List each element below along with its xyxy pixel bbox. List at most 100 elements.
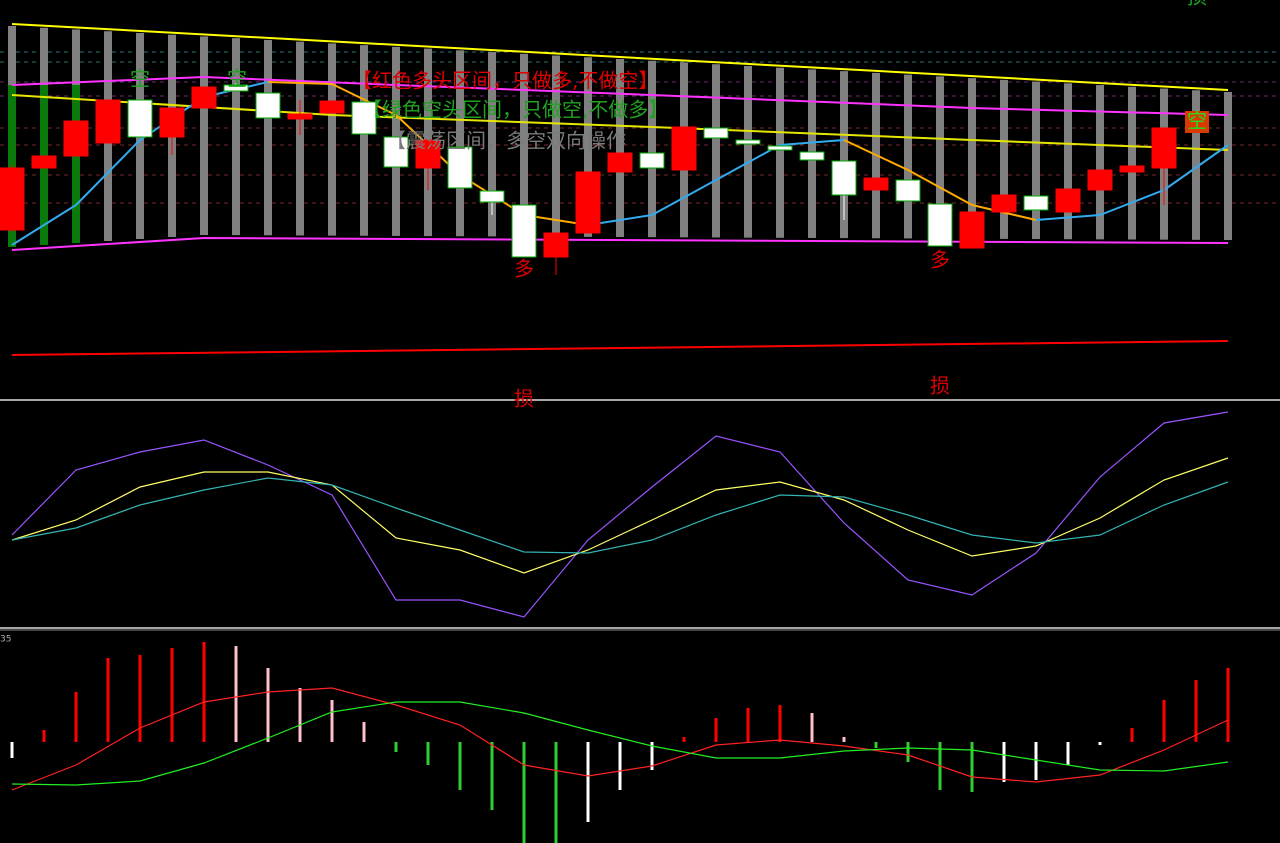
histogram-bar [106, 658, 110, 742]
candle-body [287, 113, 313, 120]
range-bar [1064, 83, 1072, 240]
stop-label: 损 [1187, 0, 1207, 9]
histogram-bar [682, 737, 686, 742]
axis-note: 35 [0, 635, 11, 645]
stop-label: 损 [514, 387, 534, 411]
range-bar [232, 38, 240, 236]
histogram-bar [874, 742, 878, 748]
candle-body [927, 203, 953, 247]
histogram-bar [586, 742, 590, 822]
range-bar [1096, 85, 1104, 240]
candle-body [831, 160, 857, 196]
histogram-bar [10, 742, 14, 758]
signal-label: 空 [130, 67, 150, 91]
histogram-bar [1066, 742, 1070, 765]
trend-segment [907, 169, 973, 206]
candle-body [991, 194, 1017, 213]
candle-body [319, 100, 345, 114]
histogram-bar [650, 742, 654, 770]
range-bar [712, 64, 720, 238]
indicator-line [11, 236, 1229, 251]
histogram-bar [42, 730, 46, 742]
histogram-bar [1098, 742, 1102, 745]
histogram-bar [202, 642, 206, 742]
candle-body [255, 92, 281, 119]
range-bar [648, 60, 656, 238]
candle-body [575, 171, 601, 234]
candle-body [639, 152, 665, 169]
zone-legend: 【震荡区间，多空双向操作 [386, 129, 626, 153]
zone-legend: 【红色多头区间，只做多,不做空】 [352, 69, 658, 93]
candle-body [1119, 165, 1145, 173]
candle-body [159, 107, 185, 138]
candle-body [95, 99, 121, 144]
signal-label: 空 [1187, 109, 1207, 133]
candle-body [543, 232, 569, 258]
indicator-line [11, 94, 1229, 151]
indicator-line [11, 340, 1229, 356]
indicator-line [11, 457, 1229, 574]
annotations: 空 空 【红色多头区间，只做多,不做空】 【绿色空头区间，只做空,不做多】 【震… [0, 0, 1209, 645]
histogram-bar [1194, 680, 1198, 742]
candle-body [959, 211, 985, 249]
histogram-bar [1034, 742, 1038, 780]
histogram-bar [970, 742, 974, 792]
histogram-bar [330, 700, 334, 742]
range-bar [1032, 81, 1040, 240]
histogram-bar [906, 742, 910, 762]
histogram-bar [810, 713, 814, 742]
candle-body [607, 152, 633, 173]
histogram-bar [618, 742, 622, 790]
candle-body [127, 99, 153, 138]
range-bar [1000, 79, 1008, 239]
trend-segment [331, 83, 397, 116]
histogram-bar [714, 718, 718, 742]
histogram-bar [1002, 742, 1006, 782]
signal-label: 多 [514, 257, 534, 281]
candle-body [415, 139, 441, 169]
candle-body [0, 167, 25, 231]
range-bar [488, 52, 496, 237]
range-bar [616, 59, 624, 238]
plot-area [0, 23, 1280, 843]
indicator-line [11, 701, 1229, 786]
candle-body [1023, 195, 1049, 211]
range-bar [296, 41, 304, 236]
trend-segment [779, 139, 845, 146]
zone-legend: 【绿色空头区间，只做空,不做多】 [362, 98, 668, 122]
candle-body [191, 86, 217, 109]
range-bar [520, 53, 528, 237]
histogram-bar [234, 646, 238, 742]
candle-body [1055, 188, 1081, 213]
histogram-bar [1130, 728, 1134, 742]
trend-segment [1099, 189, 1165, 216]
signal-label: 空 [227, 67, 247, 91]
candle-body [511, 204, 537, 258]
histogram-bar [266, 668, 270, 742]
range-bar [328, 43, 336, 236]
candle-body [351, 101, 377, 135]
histogram-bar [1162, 700, 1166, 742]
candle-body [63, 120, 89, 157]
histogram-bar [554, 742, 558, 843]
histogram-bar [490, 742, 494, 810]
indicator-line [11, 23, 1229, 91]
trend-segment [715, 144, 781, 181]
range-bar [744, 65, 752, 238]
range-bar [1128, 86, 1136, 240]
candle-body [31, 155, 57, 169]
candle-body [703, 127, 729, 139]
candle-body [671, 126, 697, 171]
trend-segment [843, 139, 909, 171]
candle-body [799, 151, 825, 161]
range-bar [904, 74, 912, 239]
range-bar [200, 36, 208, 235]
histogram-bar [746, 708, 750, 742]
indicator-line [11, 75, 1229, 116]
range-bar [264, 39, 272, 236]
stop-label: 损 [930, 374, 950, 398]
trend-segment [1163, 144, 1229, 191]
histogram-bar [778, 705, 782, 742]
histogram-bar [426, 742, 430, 765]
